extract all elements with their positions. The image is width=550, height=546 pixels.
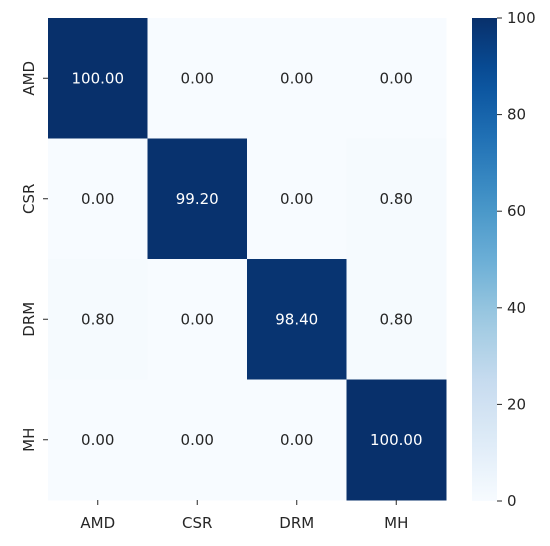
- cell-value-label: 0.00: [280, 431, 313, 449]
- heatmap-cell: [247, 18, 347, 139]
- heatmap-cell: [147, 259, 248, 380]
- heatmap-cell: [247, 379, 347, 501]
- heatmap-cell: [48, 18, 148, 139]
- cell-value-label: 0.80: [380, 310, 413, 328]
- y-tick-label: DRM: [20, 302, 38, 337]
- y-tick-label: AMD: [20, 61, 38, 96]
- cell-value-label: 0.00: [81, 431, 114, 449]
- heatmap-cell: [247, 138, 347, 260]
- heatmap-cell: [247, 259, 347, 380]
- colorbar: 0 20 40 60 80 100: [472, 9, 536, 510]
- x-tick-label: AMD: [80, 514, 115, 532]
- cell-value-label: 100.00: [370, 431, 423, 449]
- cell-value-label: 0.80: [380, 190, 413, 208]
- y-tick-label: MH: [20, 428, 38, 452]
- heatmap-cell: [346, 259, 447, 380]
- cell-value-label: 0.00: [181, 310, 214, 328]
- colorbar-tick-label: 20: [507, 395, 526, 413]
- heatmap-cells: [48, 18, 447, 501]
- colorbar-tick-label: 100: [507, 9, 536, 27]
- colorbar-tick-label: 0: [507, 492, 517, 510]
- x-tick-label: CSR: [182, 514, 212, 532]
- cell-value-label: 0.00: [380, 69, 413, 87]
- heatmap-cell: [346, 138, 447, 260]
- heatmap-cell: [48, 138, 148, 260]
- colorbar-tick-label: 60: [507, 202, 526, 220]
- x-tick-label: DRM: [279, 514, 314, 532]
- colorbar-tick-label: 40: [507, 299, 526, 317]
- cell-value-label: 99.20: [176, 190, 219, 208]
- cell-value-label: 0.00: [181, 431, 214, 449]
- heatmap-cell-labels: 100.00 0.00 0.00 0.00 0.00 99.20 0.00 0.80 0.80 0…: [72, 69, 423, 449]
- heatmap-cell: [48, 379, 148, 501]
- cell-value-label: 0.80: [81, 310, 114, 328]
- heatmap-cell: [147, 138, 248, 260]
- cell-value-label: 100.00: [72, 69, 125, 87]
- heatmap-cell: [147, 379, 248, 501]
- x-tick-label: MH: [384, 514, 408, 532]
- y-tick-label: CSR: [20, 184, 38, 214]
- heatmap-cell: [48, 259, 148, 380]
- x-axis: AMD CSR DRM MH: [80, 500, 408, 532]
- colorbar-gradient: [472, 18, 497, 501]
- heatmap-cell: [346, 379, 447, 501]
- cell-value-label: 98.40: [275, 310, 318, 328]
- heatmap-cell: [346, 18, 447, 139]
- cell-value-label: 0.00: [280, 190, 313, 208]
- cell-value-label: 0.00: [181, 69, 214, 87]
- cell-value-label: 0.00: [81, 190, 114, 208]
- colorbar-tick-label: 80: [507, 106, 526, 124]
- heatmap-cell: [147, 18, 248, 139]
- y-axis: AMD CSR DRM MH: [20, 61, 48, 452]
- cell-value-label: 0.00: [280, 69, 313, 87]
